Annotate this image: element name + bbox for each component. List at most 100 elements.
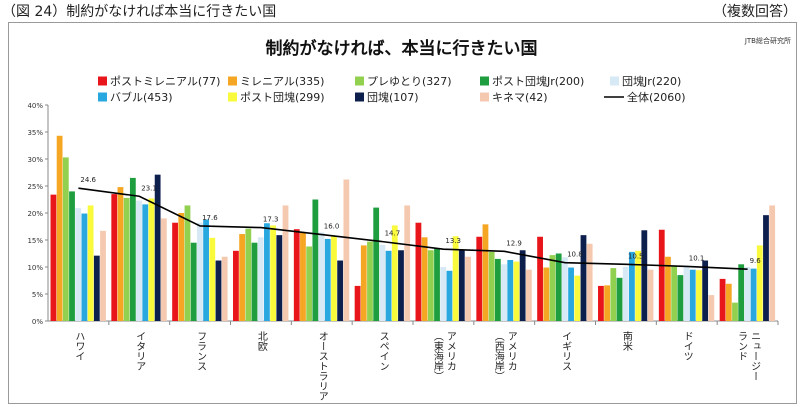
bar	[245, 228, 252, 321]
legend-label: バブル(453)	[110, 90, 173, 104]
overall-value-label: 12.9	[506, 239, 522, 247]
overall-line: 24.6 23.1 17.6 17.3 16.0 14.7 13.3 12.9 10.8 10.5…	[78, 176, 762, 270]
legend-label: ミレニアル(335)	[240, 75, 324, 88]
bar	[75, 208, 82, 321]
y-axis: 0% 5% 10% 15% 20% 25% 30% 35% 40%	[27, 102, 779, 326]
bar	[203, 219, 209, 321]
legend-label: ポスト団塊Jr(200)	[492, 75, 584, 88]
legend-swatch	[355, 92, 364, 102]
bar	[136, 200, 142, 321]
bar	[763, 215, 769, 321]
chart-title: 制約がなければ、本当に行きたい国	[265, 39, 538, 59]
bar	[142, 204, 149, 321]
bar	[488, 251, 495, 321]
x-tick-label: イタリア	[134, 331, 146, 371]
bar	[440, 267, 447, 321]
bar	[482, 224, 489, 321]
overall-value-label: 10.5	[628, 252, 644, 260]
bar	[343, 179, 350, 321]
x-tick-label: 北欧	[255, 331, 267, 352]
x-tick-label: アメリカ	[505, 331, 516, 371]
bar	[465, 256, 471, 321]
bar	[270, 225, 277, 321]
bar	[306, 246, 313, 321]
bar	[404, 205, 411, 321]
bar	[725, 283, 732, 321]
bar	[598, 285, 604, 321]
x-tick-label: ランド	[736, 331, 747, 361]
overall-value-label: 17.6	[202, 214, 218, 222]
legend: ポストミレニアル(77) ミレニアル(335) プレゆとり(327) ポスト団塊Jr(…	[98, 75, 686, 104]
legend-swatch	[228, 92, 237, 102]
bar	[56, 135, 63, 321]
y-tick-label: 5%	[32, 291, 43, 299]
bar	[129, 177, 136, 321]
bar	[93, 255, 100, 321]
bar	[415, 222, 422, 321]
bar	[100, 230, 106, 321]
bar	[446, 270, 453, 321]
bar	[671, 266, 678, 321]
bar	[87, 205, 94, 321]
x-tick-label: アメリカ	[444, 331, 455, 371]
overall-value-label: 24.6	[80, 176, 96, 184]
bar	[209, 237, 216, 321]
bar	[385, 250, 392, 321]
x-tick-label: フランス	[195, 331, 206, 371]
bar	[172, 222, 178, 321]
x-tick-label: ドイツ	[681, 331, 693, 361]
bar	[184, 205, 191, 321]
bar	[610, 268, 617, 321]
bar	[251, 242, 258, 321]
bar	[318, 232, 325, 321]
bar	[264, 223, 270, 321]
bar	[574, 275, 581, 321]
x-tick-label: スペイン	[377, 331, 389, 371]
bar	[331, 236, 337, 321]
overall-value-label: 10.1	[689, 254, 705, 262]
bar	[635, 250, 642, 321]
legend-label: 団塊(107)	[367, 91, 419, 104]
chart-frame	[8, 22, 797, 404]
bar	[683, 267, 690, 321]
bar	[756, 245, 763, 321]
bar	[398, 250, 404, 321]
bar	[702, 260, 709, 321]
legend-label: ポスト団塊(299)	[240, 91, 325, 104]
bar	[537, 236, 543, 321]
x-tick-label: （東海岸）	[431, 331, 443, 381]
overall-value-label: 17.3	[263, 216, 279, 224]
bar	[50, 194, 57, 321]
x-axis-labels: ハワイ イタリア フランス 北欧 オーストラリア スペイン アメリカ（東海岸） アメリカ（西海…	[73, 330, 760, 401]
bar	[190, 242, 197, 321]
bar	[69, 191, 75, 321]
bar	[196, 222, 203, 321]
x-tick-label: ハワイ	[73, 331, 85, 361]
bar	[373, 207, 380, 321]
bar	[458, 250, 465, 321]
bar	[354, 285, 361, 321]
bar	[580, 235, 587, 321]
y-tick-label: 35%	[27, 129, 43, 137]
legend-swatch	[480, 76, 489, 86]
bar	[293, 229, 300, 321]
bar	[568, 267, 574, 321]
bar	[519, 250, 526, 321]
legend-label: 全体(2060)	[627, 90, 686, 104]
bar	[549, 255, 556, 321]
y-tick-label: 30%	[27, 156, 43, 164]
legend-label: キネマ(42)	[492, 91, 548, 104]
bar	[154, 174, 161, 321]
bar	[507, 259, 514, 321]
legend-swatch	[98, 92, 107, 102]
overall-value-label: 16.0	[324, 223, 340, 231]
bar	[647, 269, 654, 321]
bar	[586, 243, 593, 321]
bar	[367, 241, 373, 321]
overall-value-label: 9.6	[750, 257, 762, 265]
legend-swatch	[228, 76, 237, 86]
bar	[215, 260, 222, 321]
bar	[337, 260, 344, 321]
bar	[555, 253, 562, 321]
y-tick-label: 15%	[27, 237, 43, 245]
